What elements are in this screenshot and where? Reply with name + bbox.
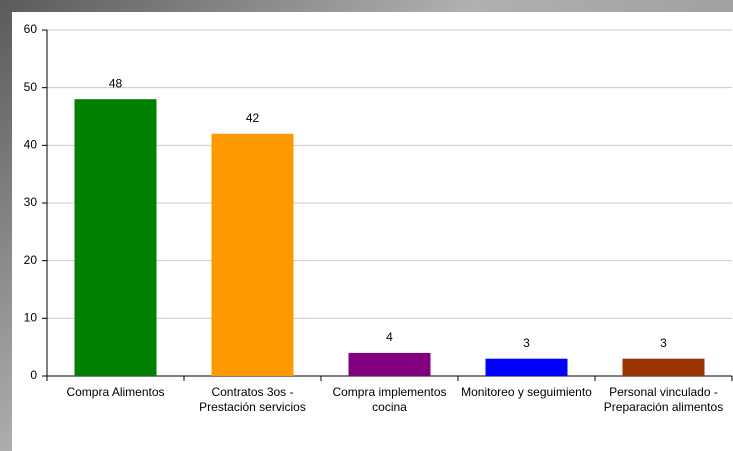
y-tick-label: 60: [24, 22, 38, 36]
bar: [485, 358, 568, 376]
data-label: 3: [523, 336, 530, 350]
y-tick-label: 0: [30, 368, 37, 382]
y-tick-label: 30: [24, 195, 38, 209]
data-label: 42: [246, 111, 260, 125]
data-label: 48: [109, 76, 123, 90]
y-tick-label: 40: [24, 138, 38, 152]
y-tick-label: 10: [24, 311, 38, 325]
bar: [211, 133, 294, 376]
data-label: 4: [386, 330, 393, 344]
x-tick-label: Personal vinculado - Preparación aliment…: [603, 385, 724, 414]
y-tick-label: 20: [24, 253, 38, 267]
bar: [74, 99, 157, 376]
x-tick-label: Compra Alimentos: [66, 385, 165, 399]
x-tick-label: Compra implementos cocina: [332, 385, 447, 414]
y-tick-label: 50: [24, 80, 38, 94]
x-tick-label: Contratos 3os - Prestación servicios: [199, 385, 306, 414]
bar: [622, 358, 705, 376]
x-tick-label: Monitoreo y seguimiento: [461, 385, 592, 399]
bar: [348, 352, 431, 376]
data-label: 3: [660, 336, 667, 350]
